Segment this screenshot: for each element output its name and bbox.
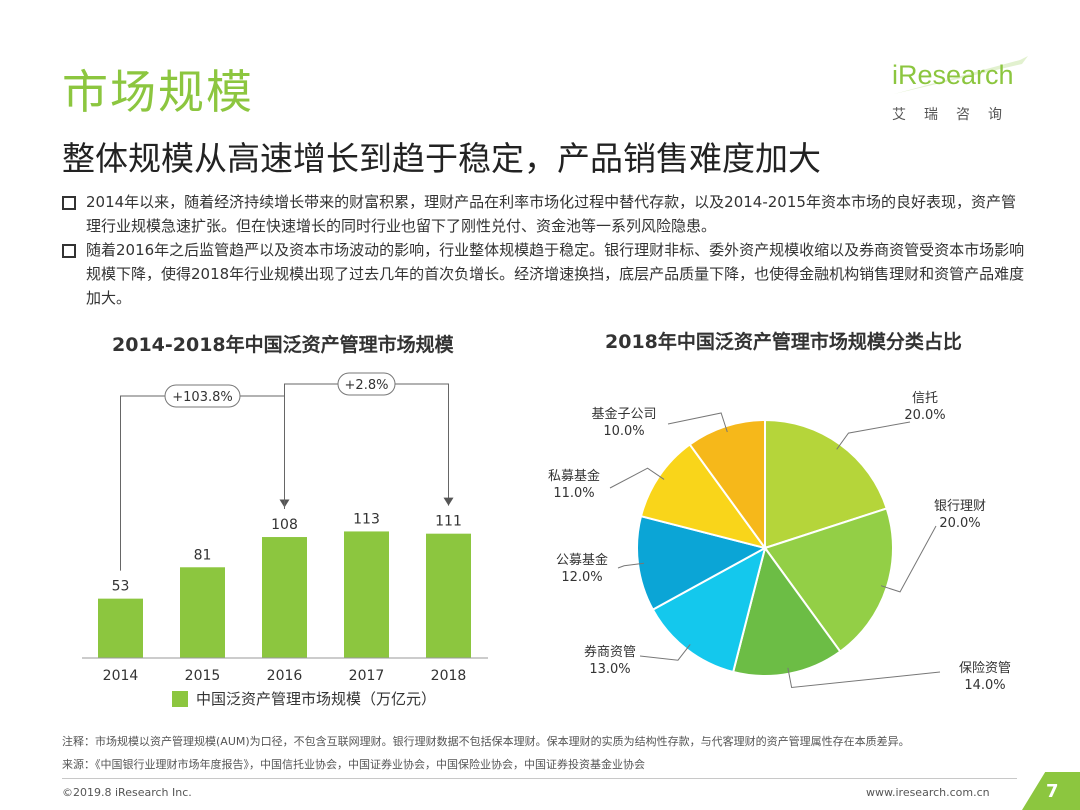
- bar: [180, 567, 225, 658]
- bar-value-label: 53: [112, 579, 130, 595]
- x-tick-label: 2015: [185, 668, 221, 684]
- bullet-text: 2014年以来，随着经济持续增长带来的财富积累，理财产品在利率市场化过程中替代存…: [86, 193, 1016, 235]
- x-tick-label: 2018: [431, 668, 467, 684]
- bar-chart: 53 2014 81 2015 108 2016 113 2017 111 2018 +103.8%…: [82, 372, 488, 684]
- section-heading: 市场规模: [62, 65, 254, 119]
- pie-slice-label: 券商资管: [584, 644, 636, 660]
- chart-source: 来源：《中国银行业理财市场年度报告》，中国信托业协会，中国证券业协会，中国保险业…: [62, 758, 645, 771]
- bar-value-label: 81: [194, 547, 212, 563]
- arrow-head-icon: [443, 497, 454, 506]
- leader-line: [639, 644, 691, 661]
- page-number: 7: [1046, 781, 1059, 802]
- leader-line: [880, 525, 937, 593]
- chart-note: 注释：市场规模以资产管理规模(AUM)为口径，不包含互联网理财。银行理财数据不包…: [62, 735, 910, 748]
- leader-line: [836, 421, 911, 450]
- logo-brand: iResearch: [892, 60, 1014, 90]
- annotation-pill: [164, 384, 241, 408]
- pie-slice-percent: 12.0%: [561, 570, 602, 585]
- growth-annotation: +103.8%: [120, 384, 290, 571]
- copyright: ©2019.8 iResearch Inc.: [62, 786, 192, 799]
- pie-slice-label: 公募基金: [556, 552, 608, 568]
- pie-chart-title: 2018年中国泛资产管理市场规模分类占比: [605, 331, 962, 353]
- annotation-label: +2.8%: [345, 378, 389, 393]
- footer-divider: [62, 778, 1017, 779]
- annotation-pill: [337, 372, 396, 396]
- growth-annotation: +2.8%: [284, 372, 454, 510]
- bar-value-label: 111: [435, 514, 462, 530]
- x-tick-label: 2016: [267, 668, 303, 684]
- leader-line: [787, 667, 941, 689]
- pie-slice-label: 银行理财: [934, 499, 986, 514]
- bar-value-label: 108: [271, 517, 298, 533]
- bullet-box-icon: [62, 244, 76, 258]
- iresearch-logo: iResearch 艾瑞咨询: [892, 56, 1032, 130]
- pie-slice-percent: 11.0%: [553, 486, 594, 501]
- pie-slice-percent: 13.0%: [589, 662, 630, 677]
- bar-chart-title: 2014-2018年中国泛资产管理市场规模: [112, 334, 454, 356]
- pie-slice-label: 信托: [912, 391, 938, 406]
- annotation-bracket: [120, 395, 285, 571]
- leader-line: [609, 467, 665, 489]
- bar: [98, 598, 143, 658]
- pie-chart: 信托 20.0% 银行理财 20.0% 保险资管 14.0% 券商资管 13.0% 公募基金 12…: [548, 391, 1011, 693]
- website-link[interactable]: www.iresearch.com.cn: [866, 786, 990, 799]
- bar: [426, 533, 471, 658]
- bullet-box-icon: [62, 196, 76, 210]
- page-subtitle: 整体规模从高速增长到趋于稳定，产品销售难度加大: [62, 139, 821, 178]
- legend-swatch: [172, 690, 188, 707]
- bullet-item: 随着2016年之后监管趋严以及资本市场波动的影响，行业整体规模趋于稳定。银行理财…: [62, 238, 1030, 310]
- bullet-item: 2014年以来，随着经济持续增长带来的财富积累，理财产品在利率市场化过程中替代存…: [62, 190, 1030, 238]
- bar: [262, 537, 307, 658]
- leader-line: [667, 412, 728, 433]
- pie-slice-percent: 10.0%: [603, 424, 644, 439]
- bar-value-label: 113: [353, 511, 380, 527]
- bullet-list: 2014年以来，随着经济持续增长带来的财富积累，理财产品在利率市场化过程中替代存…: [62, 190, 1030, 310]
- pie-slice-label: 私募基金: [548, 468, 600, 484]
- bar-chart-legend: 中国泛资产管理市场规模（万亿元）: [172, 688, 436, 709]
- pie-slice-label: 基金子公司: [591, 406, 656, 422]
- logo-subtext: 艾瑞咨询: [892, 107, 1020, 123]
- pie-slice-percent: 20.0%: [904, 408, 945, 423]
- leader-line: [617, 562, 645, 569]
- bullet-text: 随着2016年之后监管趋严以及资本市场波动的影响，行业整体规模趋于稳定。银行理财…: [86, 241, 1025, 307]
- pie-slice-label: 保险资管: [959, 661, 1011, 676]
- x-tick-label: 2017: [349, 668, 385, 684]
- annotation-bracket: [284, 383, 449, 510]
- annotation-label: +103.8%: [172, 390, 232, 405]
- x-tick-label: 2014: [103, 668, 139, 684]
- legend-label: 中国泛资产管理市场规模（万亿元）: [196, 690, 437, 708]
- pie-slice-percent: 14.0%: [964, 678, 1005, 693]
- pie-slice-percent: 20.0%: [939, 516, 980, 531]
- bar: [344, 531, 389, 658]
